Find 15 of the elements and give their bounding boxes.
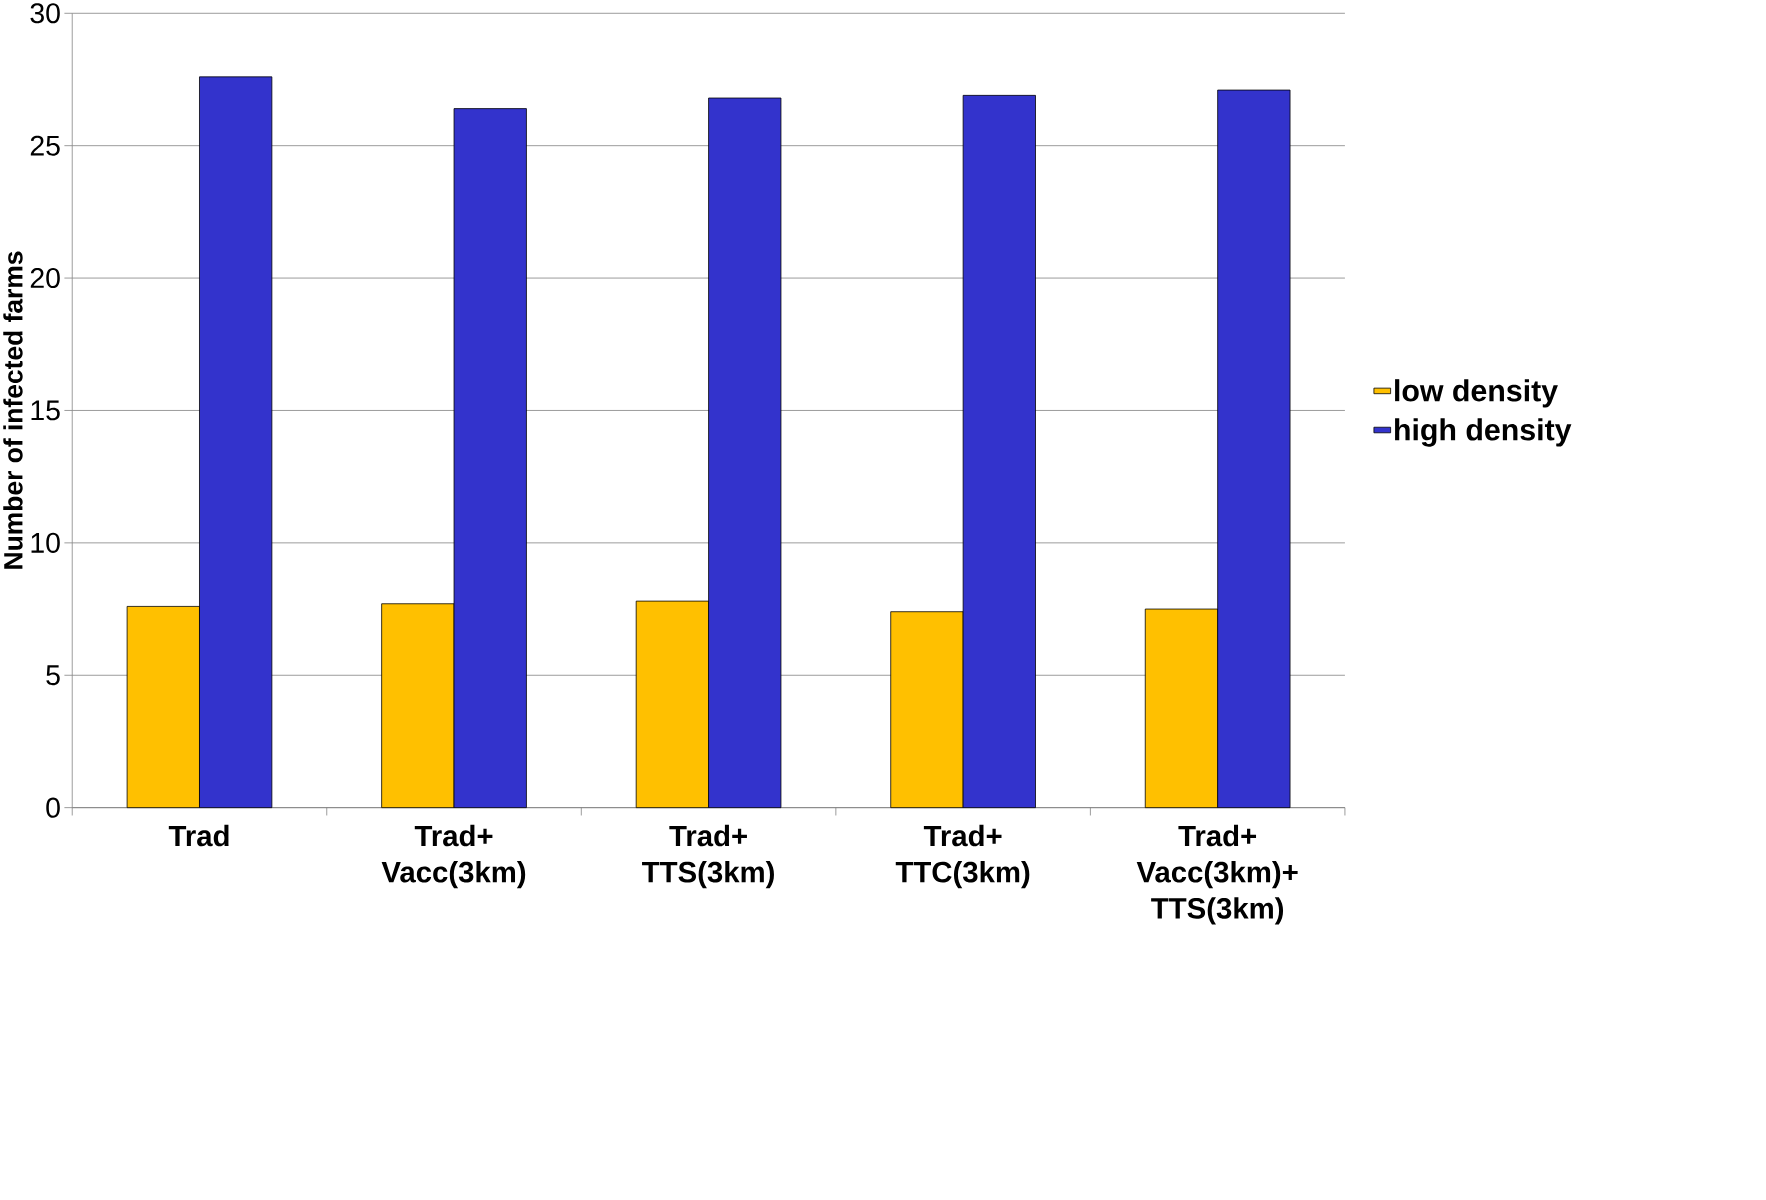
y-tick-label: 25 bbox=[30, 135, 60, 156]
y-tick-label: 15 bbox=[31, 400, 60, 421]
y-axis-title: Number of infected farms bbox=[3, 251, 23, 569]
y-tick-label: 10 bbox=[31, 533, 60, 554]
y-tick-label: 30 bbox=[30, 3, 60, 24]
x-tick-label: Trad+ TTS(3km) bbox=[642, 825, 774, 889]
y-tick-label: 5 bbox=[46, 665, 60, 686]
x-tick-label: Trad+ Vacc(3km)+ TTS(3km) bbox=[1136, 825, 1298, 925]
y-tick-label: 20 bbox=[30, 268, 60, 289]
legend-label: high density bbox=[1395, 418, 1572, 447]
legend-label: low density bbox=[1395, 379, 1558, 408]
x-tick-label: Trad bbox=[168, 825, 229, 847]
y-tick-label: 0 bbox=[46, 797, 60, 818]
x-tick-label: Trad+ Vacc(3km) bbox=[381, 825, 526, 889]
x-tick-label: Trad+ TTC(3km) bbox=[895, 825, 1030, 889]
